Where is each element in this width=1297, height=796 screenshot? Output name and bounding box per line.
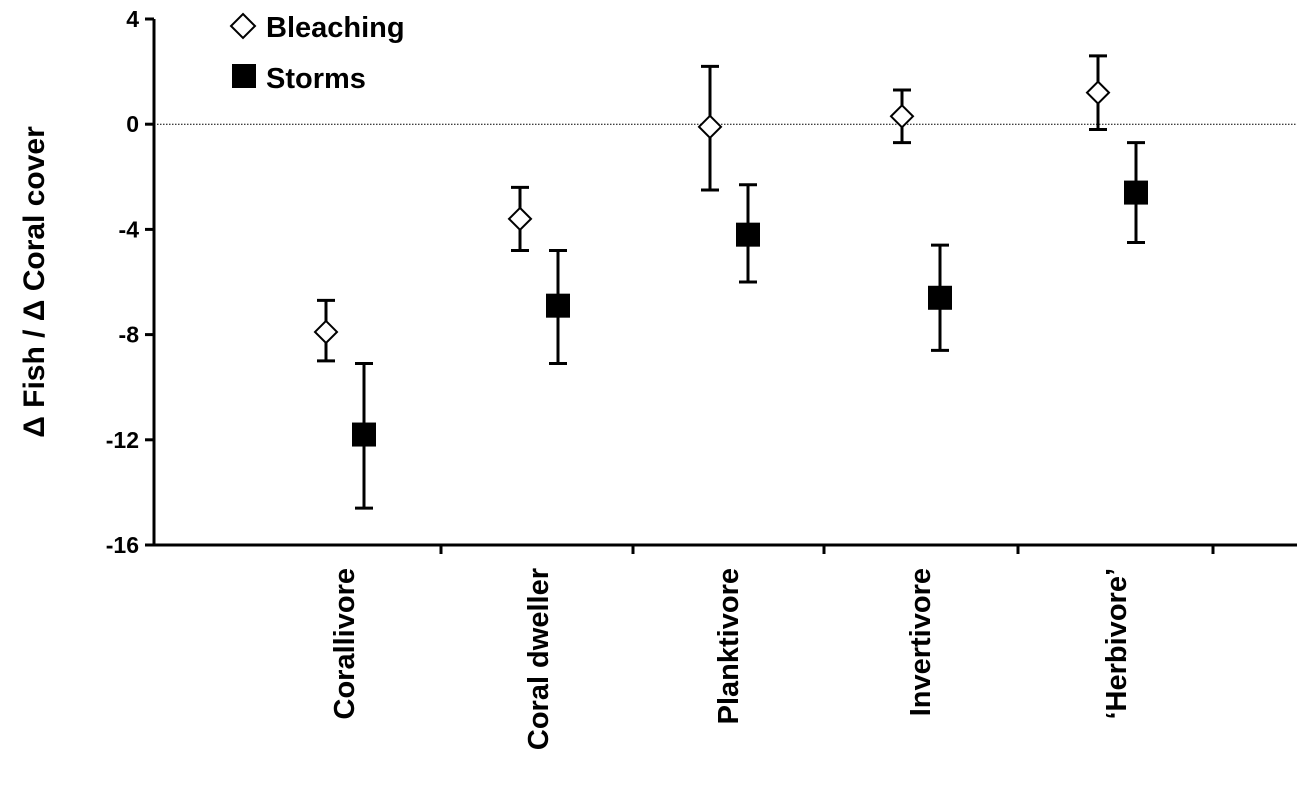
legend-storms-marker — [232, 64, 256, 88]
legend: Bleaching Storms — [229, 12, 405, 95]
legend-bleaching-marker — [229, 12, 257, 40]
storms-point — [1124, 180, 1148, 205]
plot-area: 4 0 -4 -8 -12 -16 Corallivore Coral dweller Plan… — [106, 6, 1297, 750]
y-tick-label: 0 — [126, 111, 139, 137]
storms-point — [928, 285, 952, 310]
y-tick-label: -4 — [119, 216, 140, 242]
legend-storms-label: Storms — [266, 63, 366, 95]
y-tick-label: -16 — [106, 532, 139, 558]
y-tick-label: 4 — [126, 6, 139, 32]
storms-point — [352, 422, 376, 447]
x-tick-label: Invertivore — [905, 568, 937, 716]
x-tick-label: Corallivore — [329, 568, 361, 720]
bleaching-point — [1085, 80, 1111, 106]
storms-point — [546, 293, 570, 318]
storms-point — [736, 222, 760, 247]
y-tick-label: -8 — [119, 322, 140, 348]
y-tick-label: -12 — [106, 427, 139, 453]
x-tick-label: Planktivore — [713, 568, 745, 724]
bleaching-point — [697, 114, 723, 140]
bleaching-point — [313, 319, 339, 345]
bleaching-point — [507, 206, 533, 232]
bleaching-point — [889, 103, 915, 129]
x-tick-label: ‘Herbivore’ — [1101, 568, 1133, 720]
legend-bleaching-label: Bleaching — [266, 12, 405, 44]
x-tick-label: Coral dweller — [523, 568, 555, 750]
y-axis-label: Δ Fish / Δ Coral cover — [18, 126, 51, 438]
